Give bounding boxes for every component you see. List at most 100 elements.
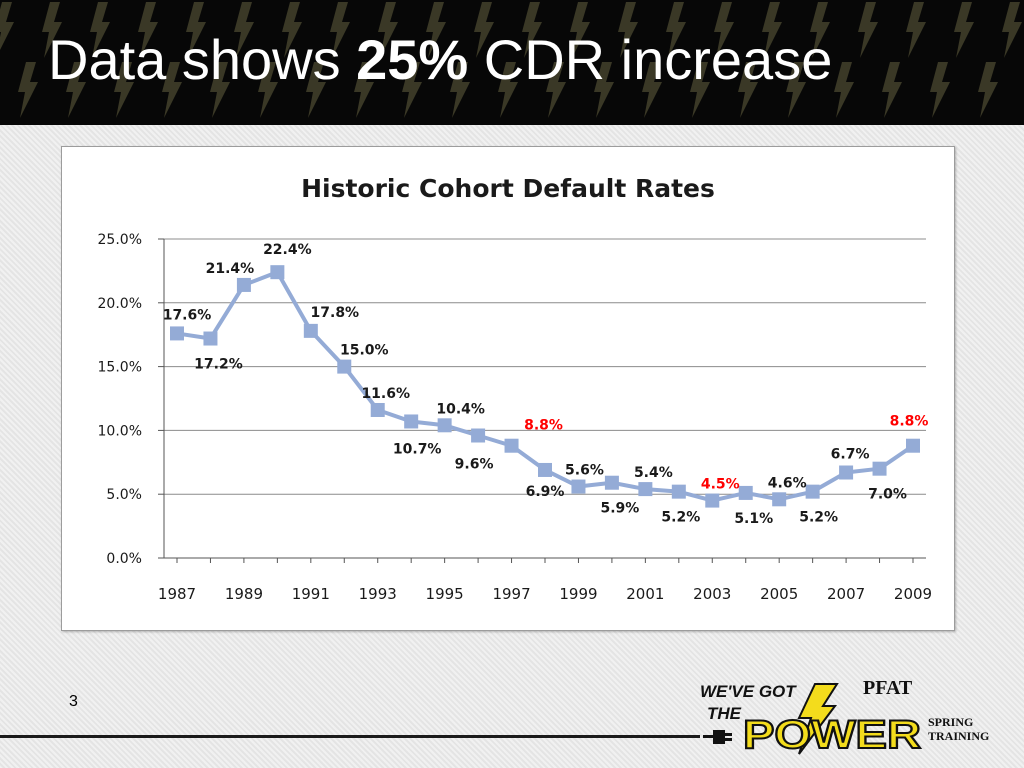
chart-title: Historic Cohort Default Rates [301, 174, 715, 203]
data-label: 5.9% [600, 501, 639, 517]
data-label: 17.6% [163, 307, 212, 323]
data-label: 4.5% [701, 477, 740, 493]
data-label: 8.8% [890, 414, 929, 430]
data-label: 15.0% [340, 343, 389, 359]
bolt-icon [138, 2, 158, 58]
bolt-icon [450, 62, 470, 118]
bolt-icon [378, 2, 398, 58]
data-point-marker [337, 359, 352, 374]
bolt-icon [306, 62, 326, 118]
slide-title: Data shows 25% CDR increase [48, 32, 832, 88]
bolt-icon [426, 2, 446, 58]
logo-pfat: PFAT [863, 677, 913, 699]
bolt-icon [834, 62, 854, 118]
data-point-marker [906, 438, 920, 453]
bolt-icon [762, 2, 782, 58]
bolt-icon [90, 2, 110, 58]
y-tick-label: 5.0% [106, 487, 142, 503]
bolt-icon [738, 62, 758, 118]
bolt-icon [666, 2, 686, 58]
x-tick-label: 1999 [559, 585, 597, 603]
x-tick-label: 1997 [492, 585, 530, 603]
data-point-marker [504, 438, 519, 453]
logo-training: TRAINING [928, 729, 989, 743]
data-point-marker [638, 482, 653, 497]
x-tick-label: 2003 [693, 585, 731, 603]
bolt-icon [594, 62, 614, 118]
data-label: 5.6% [565, 463, 604, 479]
y-tick-label: 0.0% [106, 551, 142, 567]
title-bar: Data shows 25% CDR increase [0, 0, 1024, 125]
logo-power: POWER [743, 713, 921, 757]
bolt-icon [930, 62, 950, 118]
data-label: 6.9% [526, 484, 565, 500]
bolt-icon [570, 2, 590, 58]
logo-line1: WE'VE GOT [700, 682, 797, 701]
slide-title-suffix: CDR increase [468, 28, 833, 91]
data-label: 21.4% [206, 261, 255, 277]
data-label: 17.2% [194, 357, 243, 373]
bolt-icon [522, 2, 542, 58]
bolt-icon [618, 2, 638, 58]
data-point-marker [236, 277, 251, 292]
y-tick-label: 20.0% [98, 296, 142, 312]
data-point-marker [604, 475, 619, 490]
data-point-marker [772, 492, 787, 507]
bolt-icon [66, 62, 86, 118]
data-label: 10.7% [393, 441, 442, 457]
logo-line2: THE [707, 704, 742, 723]
data-point-marker [872, 461, 887, 476]
data-point-marker [437, 418, 452, 433]
data-label: 6.7% [831, 447, 870, 463]
data-point-marker [170, 326, 184, 341]
data-label: 10.4% [436, 401, 485, 417]
x-tick-label: 1993 [359, 585, 397, 603]
bolt-icon [162, 62, 182, 118]
data-label: 9.6% [455, 457, 494, 473]
data-point-marker [738, 485, 753, 500]
data-label: 8.8% [524, 418, 563, 434]
data-point-marker [471, 428, 486, 443]
bolt-icon [954, 2, 974, 58]
bolt-icon [186, 2, 206, 58]
plug-icon [703, 730, 732, 744]
slide-title-prefix: Data shows [48, 28, 357, 91]
x-tick-label: 1989 [225, 585, 263, 603]
bolt-icon [0, 2, 14, 50]
bolt-icon [714, 2, 734, 58]
data-point-marker [370, 402, 385, 417]
bolt-icon [354, 62, 374, 118]
bolt-icon [18, 62, 38, 118]
bolt-icon [210, 62, 230, 118]
x-tick-label: 2001 [626, 585, 664, 603]
data-label: 11.6% [361, 386, 410, 402]
logo-spring: SPRING [928, 715, 973, 729]
bolt-icon [1002, 2, 1022, 58]
bolt-icon [234, 2, 254, 58]
bolt-icon [282, 2, 302, 58]
data-label: 4.6% [768, 475, 807, 491]
bolt-icon [42, 2, 62, 58]
data-point-marker [303, 323, 318, 338]
data-point-marker [203, 331, 218, 346]
data-point-marker [805, 484, 820, 499]
bolt-icon [546, 62, 566, 118]
data-label: 7.0% [868, 487, 907, 503]
bolt-icon [810, 2, 830, 58]
footer-rule [0, 735, 700, 738]
bolt-icon [258, 62, 278, 118]
x-tick-label: 1987 [158, 585, 196, 603]
logo-lightning-icon [797, 683, 839, 755]
data-point-marker [671, 484, 686, 499]
y-tick-label: 25.0% [98, 232, 142, 248]
bolt-icon [786, 62, 806, 118]
lightning-bolt-pattern [0, 2, 1022, 118]
bolt-icon [402, 62, 422, 118]
y-tick-label: 10.0% [98, 423, 142, 439]
x-tick-label: 2009 [894, 585, 932, 603]
data-label: 5.4% [634, 465, 673, 481]
data-point-marker [571, 479, 586, 494]
bolt-icon [906, 2, 926, 58]
bolt-icon [690, 62, 710, 118]
cohort-default-rate-chart: Historic Cohort Default Rates 0.0% 5.0% 10.… [98, 174, 933, 603]
